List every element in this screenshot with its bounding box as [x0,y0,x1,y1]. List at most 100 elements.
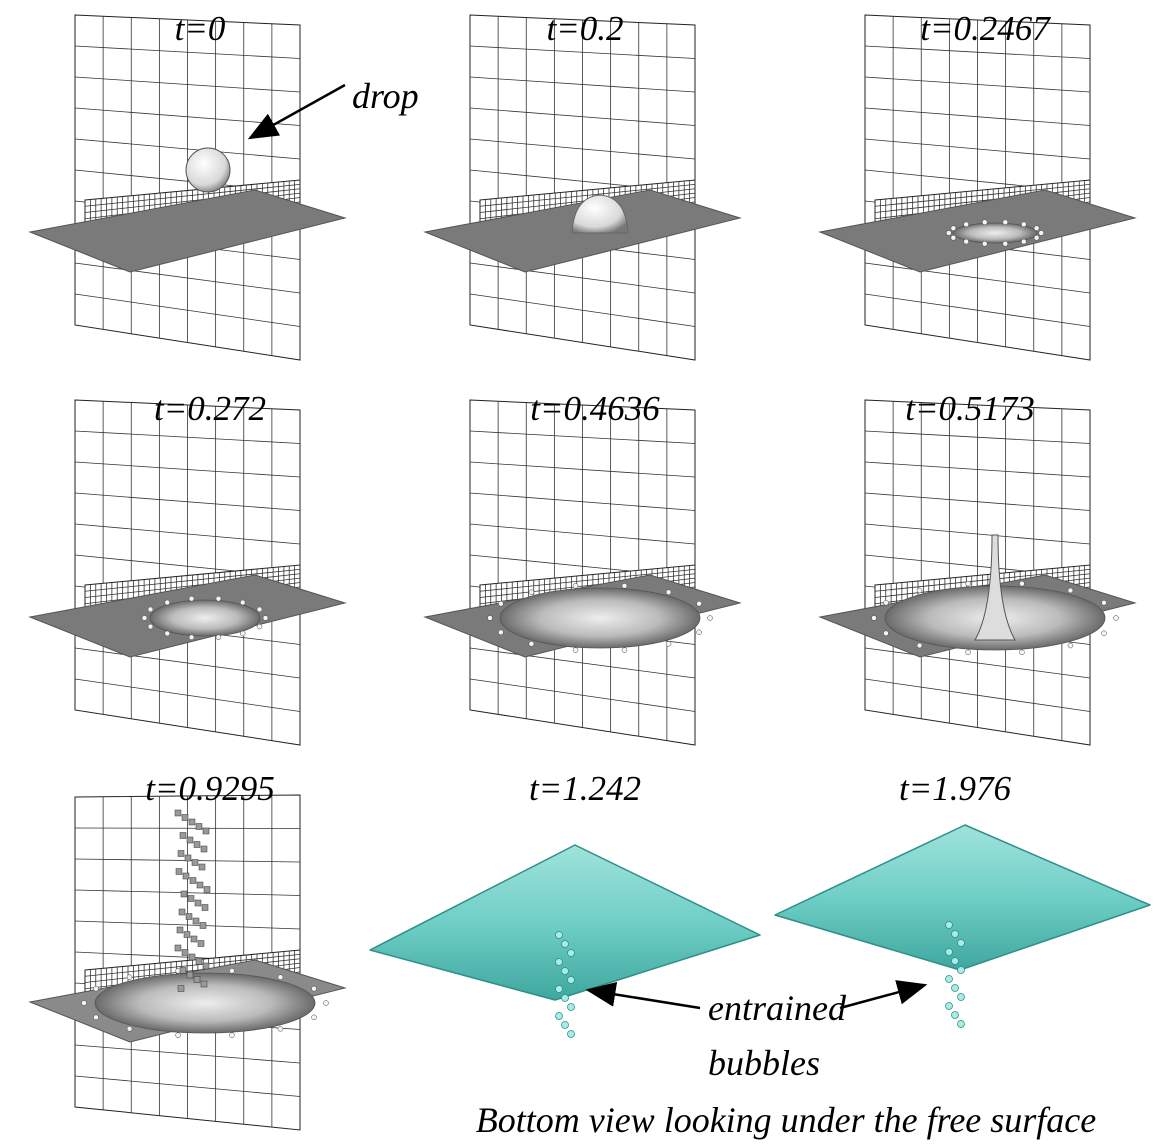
droplet [176,1033,181,1038]
bubble [562,1022,569,1029]
bubble [952,1012,959,1019]
droplet [229,1033,234,1038]
time-label: t=0.272 [154,389,266,428]
arrow [840,985,925,1008]
bubble-cell [179,909,185,915]
droplet [946,231,951,236]
droplet [666,590,671,595]
bubble-cell [187,837,193,843]
bubble-cell [183,873,189,879]
bubble [946,922,953,929]
bubble [946,1003,953,1010]
droplet [1102,631,1107,636]
bubble-cell [196,959,202,965]
droplet [1021,239,1026,244]
drop [186,148,230,192]
bubble [562,941,569,948]
bubble-cell [199,864,205,870]
bubble [556,1013,563,1020]
droplet [189,635,194,640]
bubble [958,940,965,947]
bubble-cell [188,896,194,902]
bubble-cell [203,963,209,969]
bubble-cell [177,927,183,933]
bubble-cell [184,932,190,938]
bubble [568,950,575,957]
droplet [697,601,702,606]
annotation-drop: drop [352,76,419,116]
droplet [324,1001,329,1006]
mesh-line [75,828,300,829]
droplet [529,590,534,595]
bubble-cell [197,882,203,888]
droplet [1019,581,1024,586]
time-label: t=0.2467 [920,9,1051,48]
time-label: t=0.5173 [905,389,1035,428]
panel [30,400,345,745]
droplet [1068,643,1073,648]
bubble-cell [176,869,182,875]
bubble-cell [178,986,184,992]
droplet [1102,600,1107,605]
droplet [622,648,627,653]
bubble-cell [194,977,200,983]
droplet [1068,588,1073,593]
panels: t=0t=0.2t=0.2467t=0.272t=0.4636t=0.5173t… [30,9,1150,1130]
droplet [82,1001,87,1006]
splash [150,600,260,636]
bubble [946,976,953,983]
droplet [622,583,627,588]
panel [370,845,760,1038]
bubble-cell [187,972,193,978]
droplet [964,239,969,244]
droplet [148,607,153,612]
bubble [958,994,965,1001]
panel [820,400,1135,745]
bubble-cell [181,891,187,897]
bubble-cell [193,918,199,924]
droplet [1034,235,1039,240]
droplet [573,648,578,653]
droplet [666,641,671,646]
time-label: t=0.9295 [145,769,275,808]
droplet [982,220,987,225]
droplet [165,600,170,605]
annotation-entrained: entrained [708,988,847,1028]
time-label: t=1.976 [899,769,1012,808]
panel [425,15,740,360]
droplet [529,641,534,646]
droplet [1003,220,1008,225]
bubble-cell [175,945,181,951]
bubble [568,1031,575,1038]
panel [820,15,1135,360]
droplet [127,975,132,980]
droplet [917,643,922,648]
bubble-cell [203,828,209,834]
droplet [1019,650,1024,655]
droplet [312,986,317,991]
panel [425,400,740,745]
bubble-cell [191,936,197,942]
splash [500,588,700,648]
bubble-cell [200,923,206,929]
bubble [952,931,959,938]
droplet [488,616,493,621]
bubble-cell [201,981,207,987]
droplet [1021,222,1026,227]
droplet [189,596,194,601]
bubble-cell [196,824,202,830]
bubble [556,959,563,966]
droplet [498,630,503,635]
bubble-cell [182,815,188,821]
droplet [1114,616,1119,621]
bubble [958,967,965,974]
bubble-cell [195,900,201,906]
bubble [958,1021,965,1028]
droplet [257,607,262,612]
droplet [148,624,153,629]
surface-bottom-view [370,845,760,1000]
bubble [562,968,569,975]
time-label: t=1.242 [529,769,641,808]
droplet [573,583,578,588]
droplet [278,975,283,980]
